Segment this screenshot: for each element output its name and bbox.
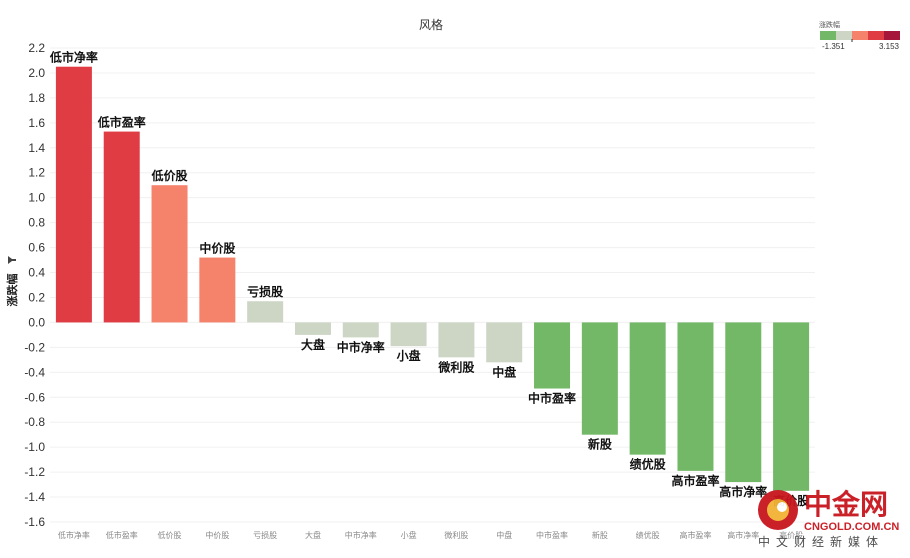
watermark-tagline: 中文财经新媒体	[758, 534, 884, 549]
y-tick-label: 0.6	[28, 241, 45, 255]
x-tick-label: 中市净率	[345, 530, 377, 540]
bar-label: 低市盈率	[97, 115, 146, 130]
bar-label: 中价股	[199, 241, 236, 256]
legend-swatch	[884, 31, 900, 40]
x-tick-label: 高价股	[779, 530, 803, 540]
x-tick-label: 小盘	[401, 530, 417, 540]
x-tick-label: 新股	[592, 530, 608, 540]
bar-label: 高市盈率	[671, 473, 719, 488]
bar[interactable]	[294, 322, 331, 335]
x-tick-label: 高市净率	[727, 530, 759, 540]
legend-swatch	[820, 31, 836, 40]
bar[interactable]	[486, 322, 523, 363]
y-tick-label: -0.6	[24, 390, 45, 404]
y-tick-label: -0.4	[24, 365, 45, 379]
x-tick-label: 微利股	[444, 530, 468, 540]
watermark-logo-icon	[758, 490, 798, 530]
y-tick-label: -0.2	[24, 340, 45, 354]
bar[interactable]	[725, 322, 762, 483]
x-tick-label: 低市净率	[58, 530, 90, 540]
color-legend: 涨跌幅 -1.351 3.153	[819, 20, 900, 51]
bar-label: 中盘	[492, 364, 516, 379]
y-tick-label: 2.0	[28, 66, 45, 80]
watermark-name: 中金网	[804, 488, 888, 521]
legend-swatches	[820, 31, 900, 42]
bar[interactable]	[55, 66, 92, 323]
x-axis-categories: 低市净率 低市盈率 低价股 中价股 亏损股 大盘 中市净率 小盘 微利股 中盘 中市盈率 新股 绩优股 高…	[58, 530, 803, 540]
y-tick-label: 0.4	[28, 266, 45, 280]
bar-label: 小盘	[397, 348, 421, 363]
bar[interactable]	[677, 322, 714, 471]
legend-swatch	[868, 31, 884, 40]
bars	[55, 66, 810, 491]
bar-label: 新股	[588, 437, 613, 452]
bar-label: 中市盈率	[528, 391, 576, 406]
watermark-domain: CNGOLD.COM.CN	[804, 521, 899, 533]
y-tick-label: 2.2	[28, 41, 45, 55]
legend-min: -1.351	[822, 42, 845, 51]
x-tick-label: 低市盈率	[106, 530, 138, 540]
filter-icon[interactable]	[8, 256, 16, 264]
y-tick-label: 1.0	[28, 191, 45, 205]
bar[interactable]	[342, 322, 379, 338]
y-axis-ticks: 2.2 2.0 1.8 1.6 1.4 1.2 1.0 0.8 0.6 0.4 0.2 0.0 -0.2…	[24, 41, 45, 529]
legend-max: 3.153	[879, 42, 900, 51]
bar[interactable]	[199, 257, 236, 323]
y-tick-label: -1.6	[24, 515, 45, 529]
y-tick-label: 1.8	[28, 91, 45, 105]
y-tick-label: 1.4	[28, 141, 45, 155]
y-tick-label: -0.8	[24, 415, 45, 429]
bar-label: 低市净率	[49, 50, 98, 65]
x-tick-label: 中盘	[496, 530, 512, 540]
bar-label: 绩优股	[630, 457, 667, 472]
x-tick-label: 亏损股	[253, 530, 277, 540]
y-axis-label: 涨跌幅	[5, 256, 19, 307]
x-tick-label: 绩优股	[636, 530, 660, 540]
bar[interactable]	[103, 131, 140, 323]
chart-title: 风格	[419, 17, 443, 32]
legend-title: 涨跌幅	[819, 20, 840, 29]
bar[interactable]	[247, 301, 284, 323]
y-tick-label: 0.0	[28, 315, 45, 329]
bar[interactable]	[773, 322, 810, 491]
bar[interactable]	[151, 185, 188, 323]
x-tick-label: 高市盈率	[679, 530, 711, 540]
legend-swatch	[852, 31, 868, 40]
y-tick-label: -1.2	[24, 465, 45, 479]
y-tick-label: -1.0	[24, 440, 45, 454]
y-tick-label: -1.4	[24, 490, 45, 504]
x-tick-label: 低价股	[158, 530, 182, 540]
bar[interactable]	[534, 322, 571, 389]
x-tick-label: 中市盈率	[536, 530, 568, 540]
bar-label: 低价股	[151, 168, 189, 183]
legend-swatch	[836, 31, 852, 40]
y-tick-label: 0.2	[28, 290, 45, 304]
bar[interactable]	[629, 322, 666, 455]
bar[interactable]	[581, 322, 618, 435]
watermark: 中金网 CNGOLD.COM.CN 中文财经新媒体	[758, 488, 899, 549]
bar-label: 高市净率	[719, 484, 767, 499]
bar-label: 中市净率	[337, 339, 385, 354]
x-tick-label: 中价股	[205, 530, 229, 540]
x-tick-label: 大盘	[305, 530, 321, 540]
y-tick-label: 1.2	[28, 166, 45, 180]
y-tick-label: 0.8	[28, 216, 45, 230]
bar-label: 亏损股	[247, 284, 284, 299]
y-axis-title: 涨跌幅	[5, 274, 19, 307]
y-tick-label: 1.6	[28, 116, 45, 130]
bar[interactable]	[390, 322, 427, 347]
bar[interactable]	[438, 322, 475, 358]
bar-label: 大盘	[301, 337, 325, 352]
bar-label: 微利股	[437, 359, 475, 374]
